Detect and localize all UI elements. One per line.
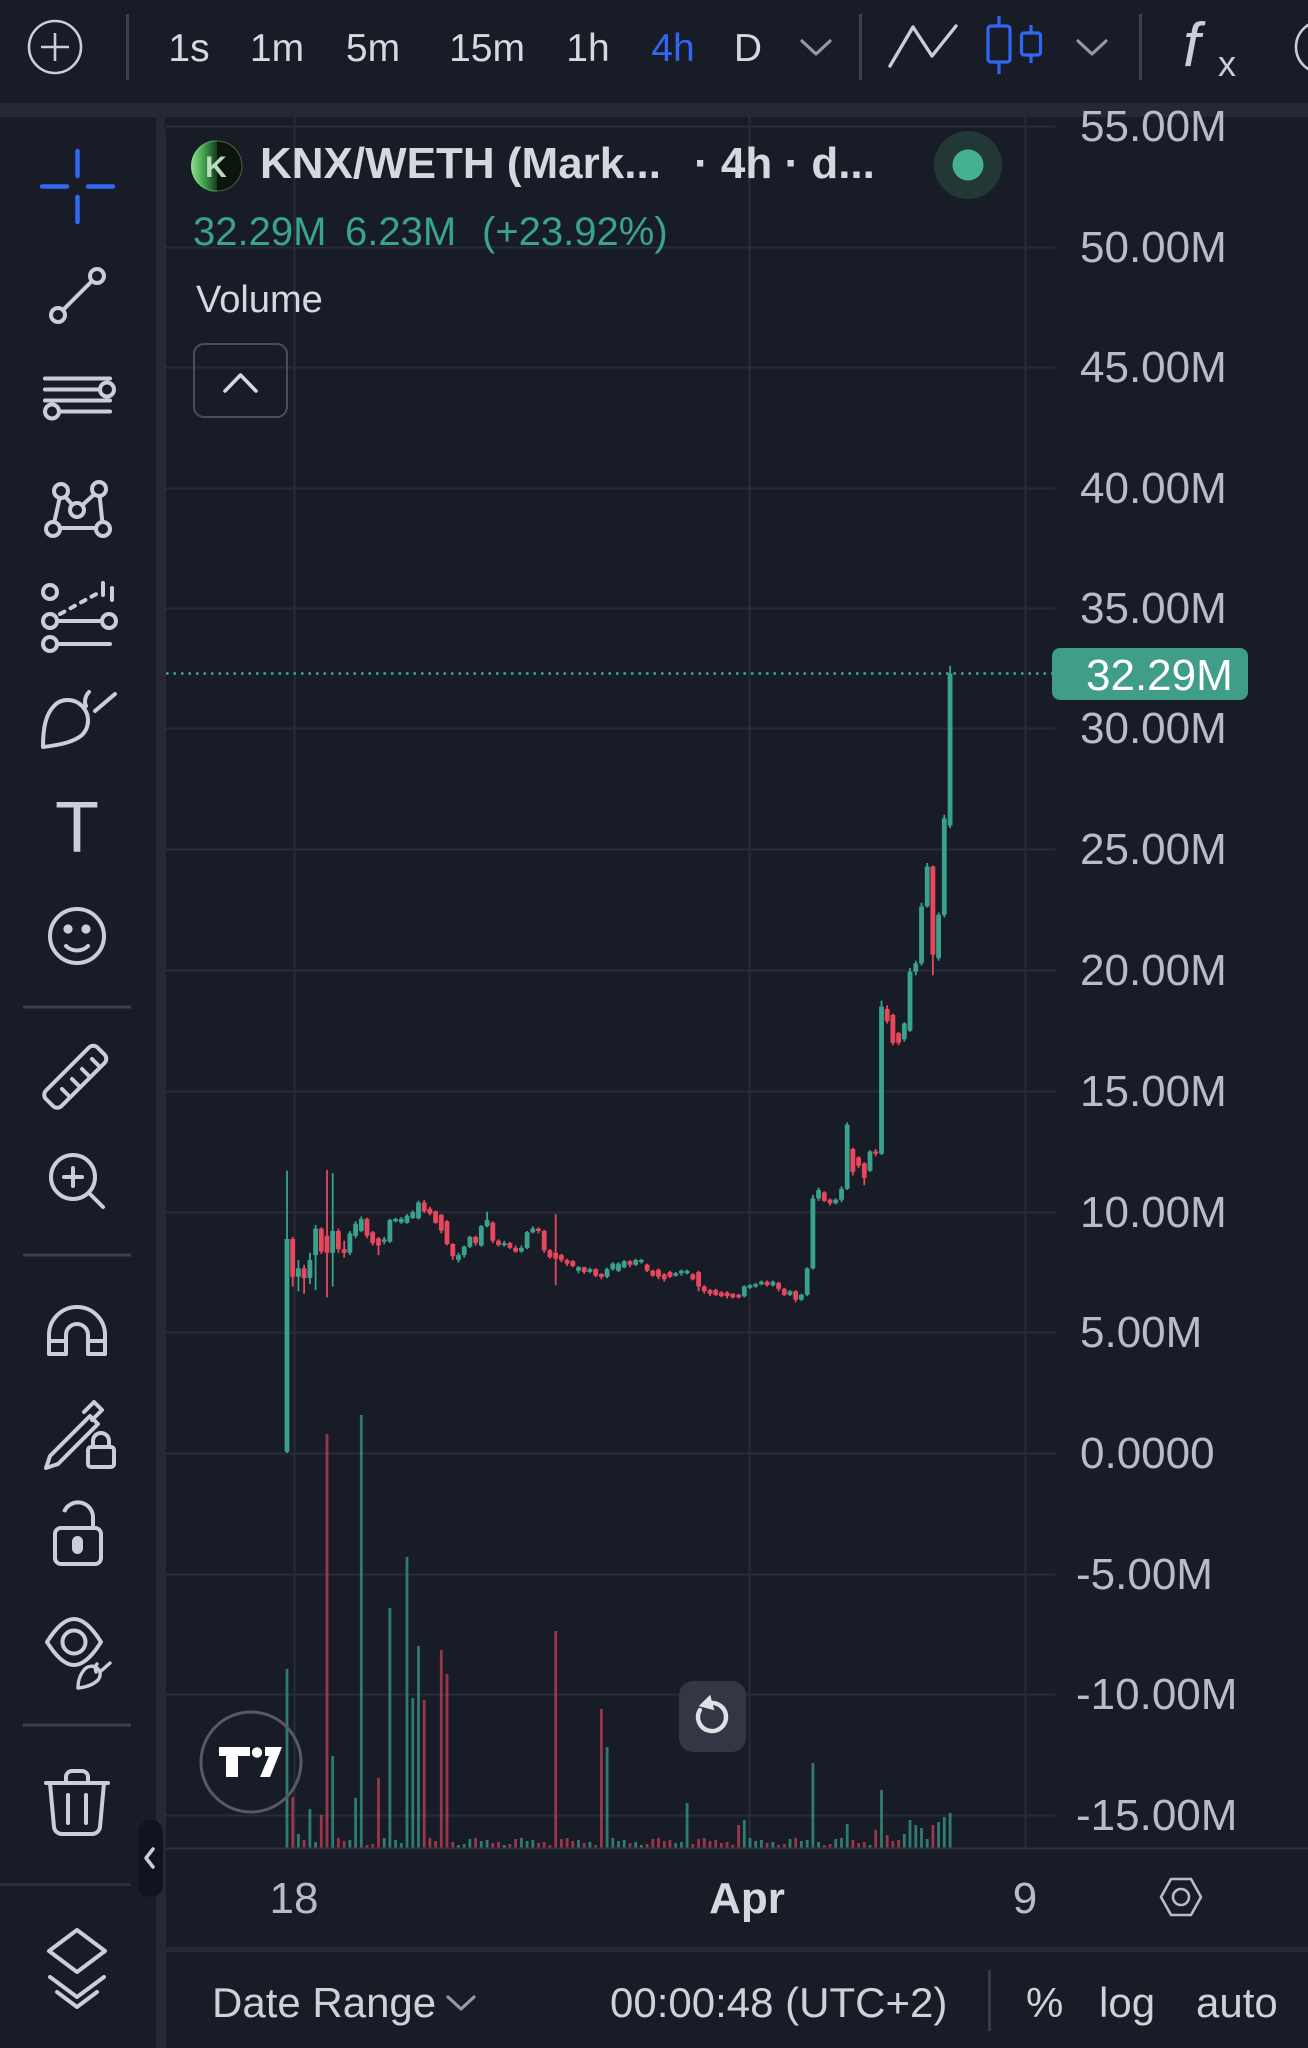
svg-text:30.00M: 30.00M	[1080, 704, 1227, 753]
svg-text:-15.00M: -15.00M	[1076, 1791, 1237, 1840]
svg-text:· 4h · d...: · 4h · d...	[694, 139, 875, 188]
svg-text:50.00M: 50.00M	[1080, 223, 1227, 272]
svg-text:25.00M: 25.00M	[1080, 825, 1227, 874]
svg-text:x: x	[1218, 43, 1236, 84]
svg-text:15.00M: 15.00M	[1080, 1067, 1227, 1116]
svg-text:Date Range: Date Range	[212, 1979, 436, 2026]
svg-text:35.00M: 35.00M	[1080, 584, 1227, 633]
svg-text:-10.00M: -10.00M	[1076, 1670, 1237, 1719]
svg-text:45.00M: 45.00M	[1080, 343, 1227, 392]
svg-text:Volume: Volume	[196, 279, 323, 321]
svg-text:1h: 1h	[566, 27, 609, 70]
svg-text:%: %	[1026, 1979, 1063, 2026]
svg-text:-5.00M: -5.00M	[1076, 1550, 1213, 1599]
svg-text:18: 18	[270, 1874, 319, 1923]
svg-text:20.00M: 20.00M	[1080, 946, 1227, 995]
svg-text:00:00:48 (UTC+2): 00:00:48 (UTC+2)	[610, 1979, 947, 2026]
svg-text:1s: 1s	[168, 27, 209, 70]
svg-text:10.00M: 10.00M	[1080, 1188, 1227, 1237]
svg-text:9: 9	[1013, 1874, 1037, 1923]
svg-text:K: K	[205, 151, 227, 184]
svg-text:1m: 1m	[250, 27, 304, 70]
svg-text:0.0000: 0.0000	[1080, 1429, 1215, 1478]
svg-text:D: D	[734, 27, 762, 70]
svg-text:4h: 4h	[651, 27, 694, 70]
svg-text:T: T	[55, 788, 99, 868]
svg-text:55.00M: 55.00M	[1080, 102, 1227, 151]
svg-text:15m: 15m	[449, 27, 525, 70]
svg-text:5m: 5m	[346, 27, 400, 70]
svg-text:auto: auto	[1196, 1979, 1278, 2026]
svg-text:Apr: Apr	[709, 1874, 785, 1923]
svg-text:40.00M: 40.00M	[1080, 464, 1227, 513]
svg-text:5.00M: 5.00M	[1080, 1308, 1202, 1357]
svg-text:KNX/WETH (Mark...: KNX/WETH (Mark...	[260, 139, 661, 188]
svg-text:32.29M: 32.29M	[1086, 651, 1233, 700]
svg-text:log: log	[1099, 1979, 1155, 2026]
